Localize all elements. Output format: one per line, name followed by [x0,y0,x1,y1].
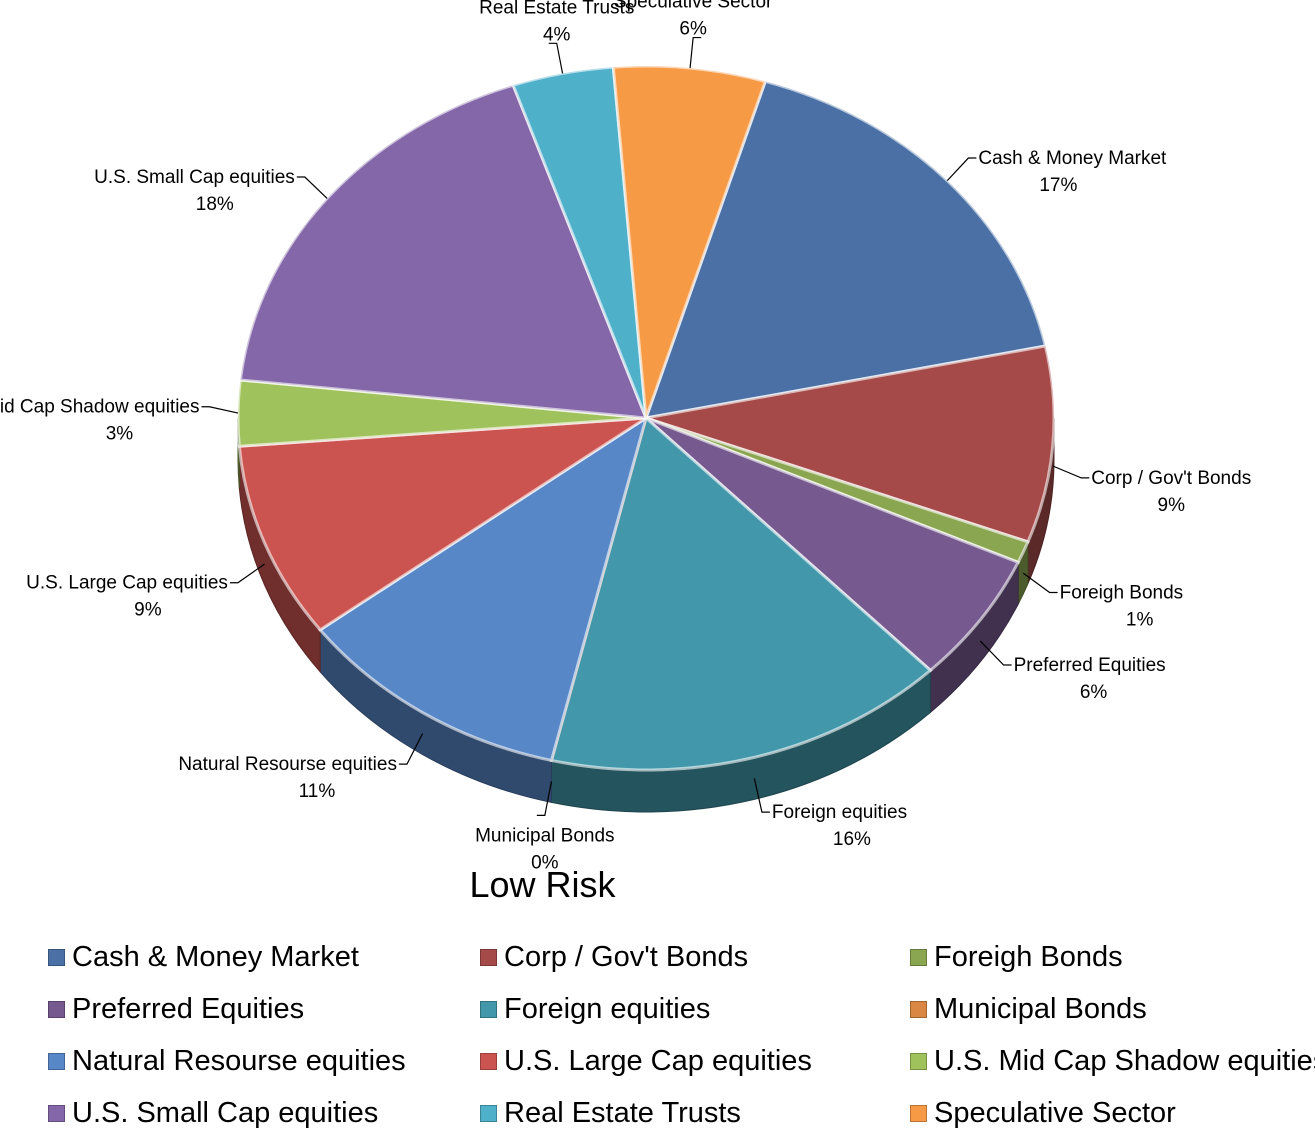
leader-line-foreigh-bonds [1022,572,1058,594]
leader-line-foreign-equities [753,778,770,813]
slice-u-s-large-cap-equities [237,416,652,632]
legend-item: Speculative Sector [910,1091,1176,1135]
legend-swatch [480,1000,497,1018]
slice-natural-resourse-equities [317,414,649,763]
legend-item: Corp / Gov't Bonds [480,935,748,979]
data-label-value: 1% [1126,610,1154,631]
leader-line-u-s-mid-cap-shadow-equities [201,406,239,414]
legend-label: U.S. Large Cap equities [504,1044,812,1077]
data-label-value: 6% [679,19,707,40]
data-label-name: Real Estate Trusts [479,0,634,18]
leader-line-cash-money-market [946,157,977,182]
leader-line-u-s-large-cap-equities [229,563,265,584]
legend-swatch [910,1052,927,1070]
leader-line-corp-gov-t-bonds [1052,465,1090,479]
data-label-name: U.S. Large Cap equities [26,573,228,594]
data-label-value: 18% [196,194,234,215]
leader-line-speculative-sector [689,36,702,69]
legend-row: U.S. Small Cap equities Real Estate Trust… [48,1091,1315,1143]
legend-label: Real Estate Trusts [504,1096,741,1129]
legend-item: Municipal Bonds [910,987,1147,1031]
leader-line-u-s-small-cap-equities [296,176,328,199]
legend-label: U.S. Mid Cap Shadow equities [934,1044,1315,1077]
slice-corp-gov-t-bonds [645,344,1056,544]
data-label-value: 17% [1039,175,1077,196]
data-label-name: U.S. Mid Cap Shadow equities [0,397,199,418]
data-label-value: 4% [543,24,571,45]
legend-item: Natural Resourse equities [48,1039,406,1083]
leader-line-natural-resourse-equities [398,733,424,765]
leader-line-municipal-bonds [536,781,553,816]
legend-label: Cash & Money Market [72,940,359,973]
legend-swatch [480,1052,497,1070]
data-label-value: 9% [134,600,162,621]
legend-swatch [910,948,927,966]
legend-label: Natural Resourse equities [72,1044,406,1077]
data-label-name: Natural Resourse equities [178,754,397,775]
legend-label: U.S. Small Cap equities [72,1096,379,1129]
pie-chart: Cash & Money Market 17% Corp / Gov't Bonds… [0,0,1251,873]
legend-swatch [48,948,65,966]
legend-item: U.S. Large Cap equities [480,1039,812,1083]
pie-top [236,64,1056,772]
slice-preferred-equities [645,416,1021,673]
data-label-value: 6% [1080,682,1108,703]
legend-swatch [480,1104,497,1122]
legend-item: Preferred Equities [48,987,304,1031]
data-label-name: Corp / Gov't Bonds [1091,468,1251,489]
data-label-value: 3% [106,424,134,445]
legend-label: Foreign equities [504,992,711,1025]
legend-swatch [480,948,497,966]
legend-item: Cash & Money Market [48,935,359,979]
data-label-name: Foreigh Bonds [1060,583,1184,604]
legend-label: Preferred Equities [72,992,305,1025]
legend-item: U.S. Small Cap equities [48,1091,378,1135]
legend-label: Municipal Bonds [934,992,1147,1025]
legend-row: Cash & Money Market Corp / Gov't Bonds For… [48,935,1315,987]
legend-row: Natural Resourse equities U.S. Large Cap … [48,1039,1315,1091]
data-label-value: 0% [531,852,559,873]
legend-item: Foreigh Bonds [910,935,1123,979]
legend-item: Foreign equities [480,987,710,1031]
data-label-value: 11% [299,781,336,802]
leader-line-real-estate-trusts [548,42,564,74]
data-label-value: 16% [833,829,871,850]
chart-title: Low Risk [469,864,616,905]
legend-swatch [48,1104,65,1122]
data-label-name: Foreign equities [772,802,907,823]
data-label-name: Speculative Sector [614,0,773,13]
legend-swatch [48,1000,65,1018]
legend: Cash & Money Market Corp / Gov't Bonds For… [48,935,1315,1143]
data-label-value: 9% [1158,495,1186,516]
legend-label: Corp / Gov't Bonds [504,940,749,973]
legend-item: Real Estate Trusts [480,1091,741,1135]
legend-swatch [48,1052,65,1070]
legend-swatch [910,1000,927,1018]
data-label-name: Cash & Money Market [978,148,1167,169]
data-label-name: U.S. Small Cap equities [94,167,295,188]
legend-label: Foreigh Bonds [934,940,1123,973]
pie-labels: Cash & Money Market 17% Corp / Gov't Bonds… [0,0,1251,873]
leader-line-preferred-equities [979,640,1012,666]
data-label-name: Municipal Bonds [475,825,614,846]
legend-swatch [910,1104,927,1122]
slice-foreign-equities [549,415,933,772]
legend-label: Speculative Sector [934,1096,1176,1129]
legend-row: Preferred Equities Foreign equities Munici… [48,987,1315,1039]
data-label-name: Preferred Equities [1014,655,1166,676]
legend-item: U.S. Mid Cap Shadow equities [910,1039,1315,1083]
